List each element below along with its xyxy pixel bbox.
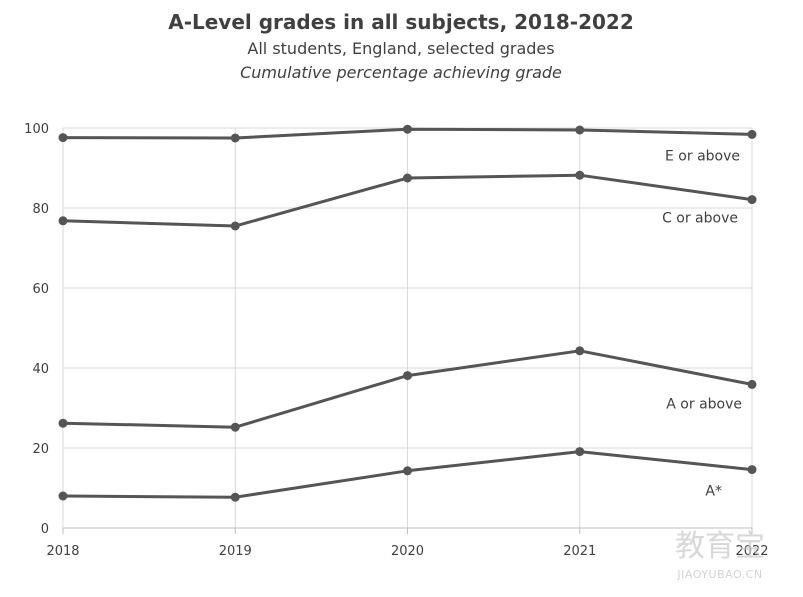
data-point bbox=[575, 346, 585, 356]
y-tick-label: 80 bbox=[32, 202, 49, 217]
series-layer bbox=[58, 124, 757, 502]
data-point bbox=[58, 418, 68, 428]
data-point bbox=[58, 133, 68, 143]
y-tick-label: 20 bbox=[32, 442, 49, 457]
series-label-layer: E or above C or above A or above A* bbox=[662, 148, 742, 499]
y-tick-label: 40 bbox=[32, 362, 49, 377]
data-point bbox=[747, 195, 757, 205]
chart-title: A-Level grades in all subjects, 2018-202… bbox=[168, 10, 634, 34]
data-point bbox=[575, 170, 585, 180]
chart-subtitle-italic: Cumulative percentage achieving grade bbox=[240, 63, 562, 82]
series-label: A* bbox=[705, 484, 722, 500]
data-point bbox=[403, 173, 412, 183]
series-label: E or above bbox=[665, 148, 740, 164]
data-point bbox=[58, 216, 68, 226]
data-point bbox=[575, 447, 585, 457]
data-point bbox=[403, 466, 412, 476]
data-point bbox=[58, 491, 68, 501]
data-point bbox=[230, 133, 240, 143]
data-point bbox=[403, 371, 412, 381]
data-point bbox=[747, 465, 757, 475]
watermark-logo-text: 教育宝 bbox=[675, 529, 765, 564]
series-label: C or above bbox=[662, 211, 738, 227]
axis-layer: 0 20 40 60 80 100 2018 2019 2020 2021 2022 bbox=[24, 122, 768, 559]
y-tick-label: 60 bbox=[32, 282, 49, 297]
x-tick-label: 2022 bbox=[735, 544, 768, 559]
y-tick-label: 100 bbox=[24, 122, 49, 137]
series-label: A or above bbox=[666, 396, 742, 412]
x-tick-label: 2018 bbox=[46, 544, 79, 559]
watermark-url-text: JIAOYUBAO.CN bbox=[676, 568, 762, 581]
x-tick-label: 2019 bbox=[219, 544, 252, 559]
x-tick-label: 2021 bbox=[563, 544, 596, 559]
data-point bbox=[230, 492, 240, 502]
data-point bbox=[230, 221, 240, 231]
y-tick-label: 0 bbox=[41, 522, 49, 537]
chart-subtitle: All students, England, selected grades bbox=[247, 39, 554, 58]
data-point bbox=[230, 422, 240, 432]
data-point bbox=[747, 129, 757, 139]
watermark: 教育宝 JIAOYUBAO.CN bbox=[675, 529, 765, 581]
data-point bbox=[747, 379, 757, 389]
data-point bbox=[575, 125, 585, 135]
x-tick-label: 2020 bbox=[391, 544, 424, 559]
data-point bbox=[403, 124, 412, 134]
